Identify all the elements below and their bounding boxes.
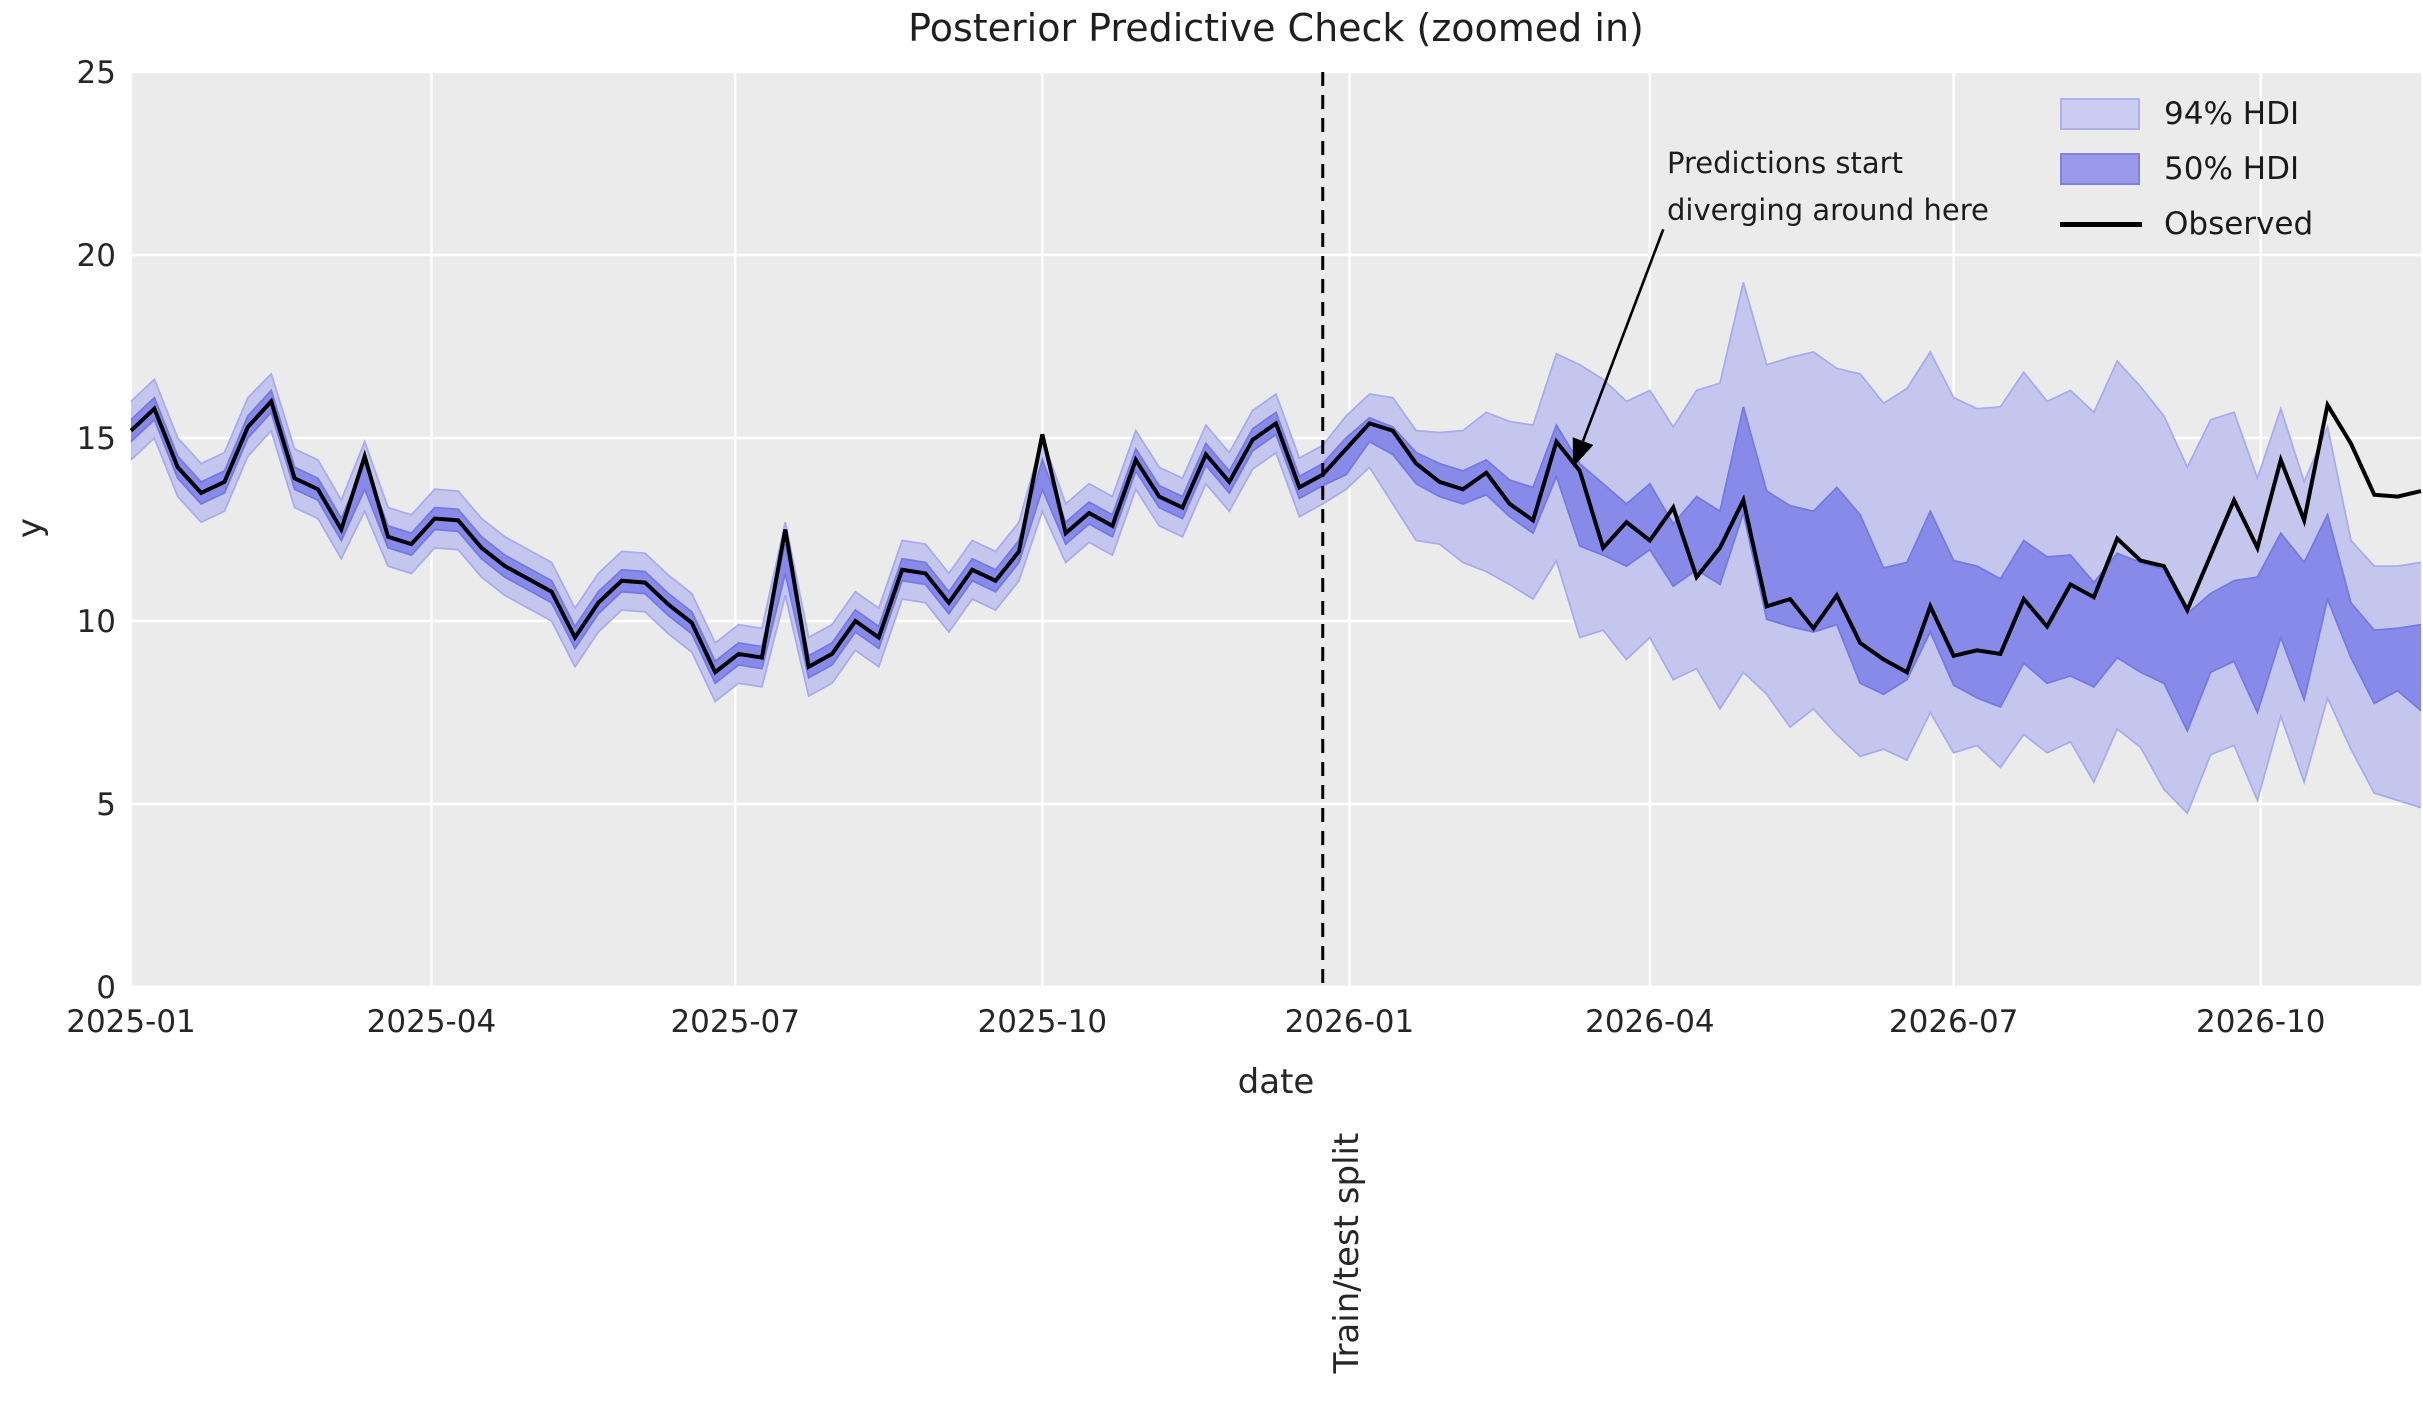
legend: 94% HDI 50% HDI Observed bbox=[2060, 96, 2313, 261]
x-tick-label: 2025-07 bbox=[670, 1004, 800, 1040]
y-axis-label: y bbox=[10, 517, 50, 539]
observed-line bbox=[129, 397, 2422, 676]
x-axis-label: date bbox=[1237, 1062, 1315, 1102]
legend-swatch-94-hdi-icon bbox=[2060, 98, 2140, 130]
hdi94-band bbox=[131, 282, 2421, 814]
x-tick-label: 2025-10 bbox=[978, 1004, 1108, 1040]
y-tick-label: 0 bbox=[96, 970, 116, 1006]
x-tick-label: 2025-01 bbox=[66, 1004, 196, 1040]
chart-title: Posterior Predictive Check (zoomed in) bbox=[908, 6, 1644, 50]
legend-item-observed: Observed bbox=[2060, 206, 2313, 242]
train-test-split-label: Train/test split bbox=[1327, 1132, 1367, 1374]
hdi94-lower-edge bbox=[130, 428, 2422, 815]
legend-label-94-hdi: 94% HDI bbox=[2164, 96, 2300, 132]
y-tick-label: 10 bbox=[77, 604, 116, 640]
legend-swatch-50-hdi-icon bbox=[2060, 153, 2140, 185]
x-tick-label: 2026-07 bbox=[1889, 1004, 2019, 1040]
annotation-text: Predictions start diverging around here bbox=[1667, 146, 1989, 227]
y-tick-label: 25 bbox=[77, 55, 116, 91]
hdi94-upper-edge bbox=[130, 282, 2422, 645]
legend-item-94-hdi: 94% HDI bbox=[2060, 96, 2313, 132]
legend-label-50-hdi: 50% HDI bbox=[2164, 151, 2300, 187]
y-tick-label: 5 bbox=[96, 787, 116, 823]
annotation-arrow-line bbox=[1581, 228, 1665, 442]
x-tick-label: 2026-10 bbox=[2196, 1004, 2326, 1040]
x-tick-label: 2025-04 bbox=[367, 1004, 497, 1040]
y-tick-label: 15 bbox=[77, 421, 116, 457]
x-tick-label: 2026-01 bbox=[1285, 1004, 1415, 1040]
legend-item-50-hdi: 50% HDI bbox=[2060, 151, 2313, 187]
hdi50-lower-edge bbox=[130, 410, 2422, 734]
annotation-arrowhead-icon bbox=[1572, 437, 1594, 468]
x-tick-label: 2026-04 bbox=[1585, 1004, 1715, 1040]
legend-label-observed: Observed bbox=[2164, 206, 2314, 242]
legend-swatch-observed-line-icon bbox=[2060, 221, 2142, 227]
y-tick-label: 20 bbox=[77, 238, 116, 274]
hdi50-upper-edge bbox=[130, 388, 2422, 663]
